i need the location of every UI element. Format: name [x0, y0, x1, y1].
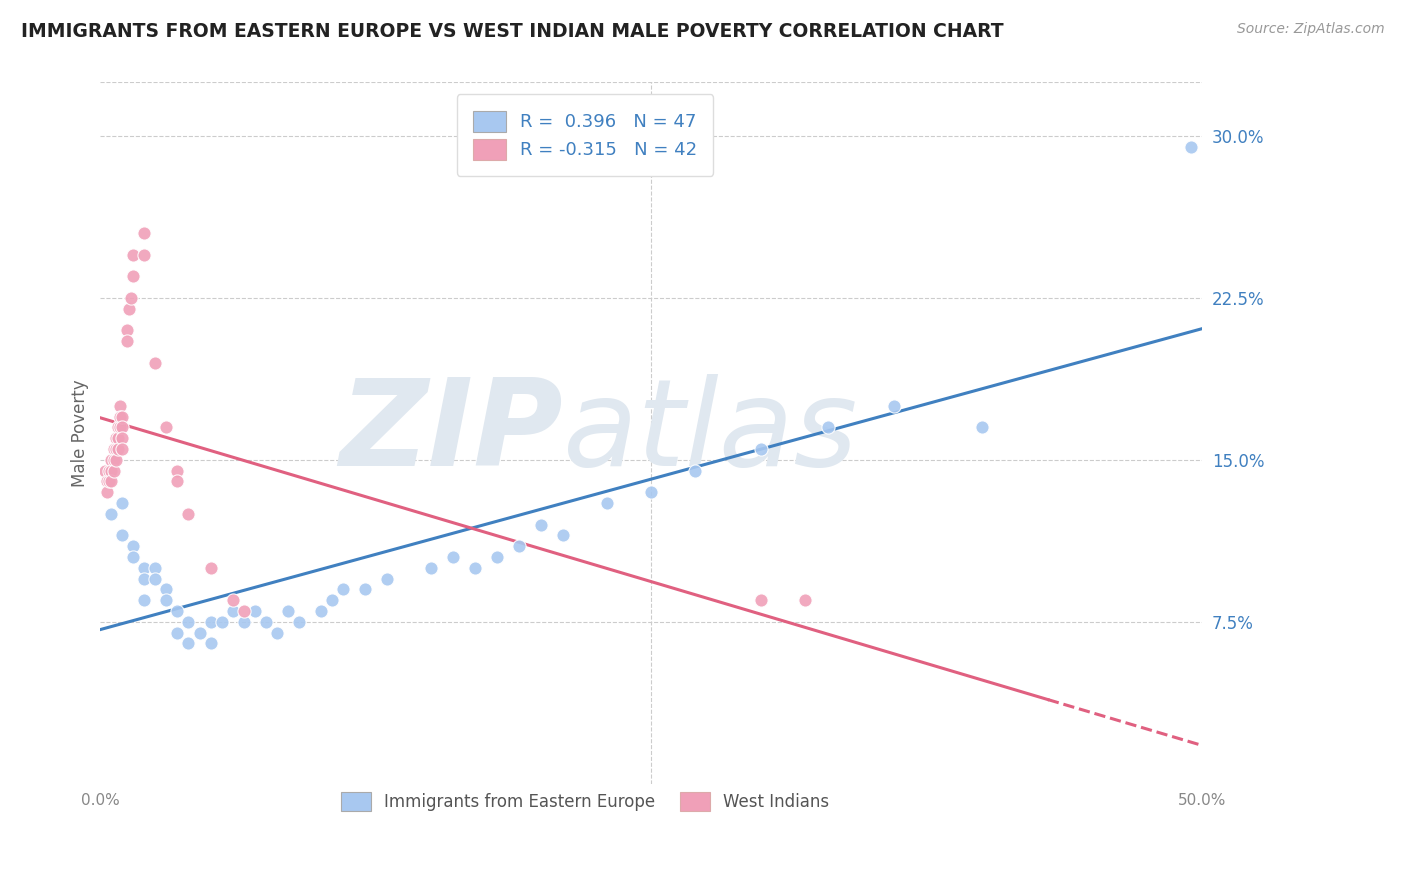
Point [277, 604, 299, 618]
Point [98, 475, 121, 489]
Point [103, 442, 125, 456]
Point [177, 507, 200, 521]
Point [508, 539, 530, 553]
Point [200, 561, 222, 575]
Point [254, 615, 277, 629]
Point [232, 615, 254, 629]
Point [177, 636, 200, 650]
Point [751, 442, 773, 456]
Point [794, 593, 817, 607]
Point [375, 572, 398, 586]
Point [134, 247, 156, 261]
Point [100, 475, 122, 489]
Point [145, 356, 167, 370]
Point [111, 496, 134, 510]
Point [751, 593, 773, 607]
Point [485, 549, 508, 564]
Point [200, 636, 222, 650]
Point [104, 431, 127, 445]
Point [817, 420, 839, 434]
Point [134, 593, 156, 607]
Point [155, 593, 177, 607]
Point [98, 464, 121, 478]
Text: ZIP: ZIP [339, 375, 562, 491]
Point [103, 452, 125, 467]
Point [120, 291, 142, 305]
Point [96, 475, 118, 489]
Point [200, 615, 222, 629]
Point [166, 475, 188, 489]
Point [115, 334, 138, 348]
Point [107, 431, 129, 445]
Point [353, 582, 375, 597]
Legend: Immigrants from Eastern Europe, West Indians: Immigrants from Eastern Europe, West Ind… [328, 779, 844, 824]
Point [107, 442, 129, 456]
Point [155, 420, 177, 434]
Point [104, 452, 127, 467]
Point [111, 431, 134, 445]
Y-axis label: Male Poverty: Male Poverty [72, 379, 89, 487]
Text: Source: ZipAtlas.com: Source: ZipAtlas.com [1237, 22, 1385, 37]
Point [530, 517, 553, 532]
Point [122, 539, 145, 553]
Point [118, 301, 141, 316]
Point [145, 561, 167, 575]
Point [332, 582, 354, 597]
Point [883, 399, 905, 413]
Text: IMMIGRANTS FROM EASTERN EUROPE VS WEST INDIAN MALE POVERTY CORRELATION CHART: IMMIGRANTS FROM EASTERN EUROPE VS WEST I… [21, 22, 1004, 41]
Point [166, 604, 188, 618]
Point [211, 615, 233, 629]
Point [464, 561, 486, 575]
Point [100, 464, 122, 478]
Point [243, 604, 266, 618]
Point [122, 549, 145, 564]
Point [287, 615, 309, 629]
Point [134, 561, 156, 575]
Point [104, 442, 127, 456]
Point [96, 485, 118, 500]
Point [134, 226, 156, 240]
Point [115, 323, 138, 337]
Point [155, 582, 177, 597]
Point [134, 572, 156, 586]
Point [221, 604, 243, 618]
Text: atlas: atlas [562, 375, 859, 491]
Point [309, 604, 332, 618]
Point [100, 507, 122, 521]
Point [145, 572, 167, 586]
Point [177, 615, 200, 629]
Point [232, 604, 254, 618]
Point [266, 625, 288, 640]
Point [551, 528, 574, 542]
Point [94, 464, 117, 478]
Point [685, 464, 707, 478]
Point [111, 442, 134, 456]
Point [419, 561, 441, 575]
Point [970, 420, 993, 434]
Point [111, 528, 134, 542]
Point [321, 593, 343, 607]
Point [441, 549, 464, 564]
Point [108, 409, 131, 424]
Point [1180, 139, 1202, 153]
Point [166, 625, 188, 640]
Point [596, 496, 619, 510]
Point [111, 409, 134, 424]
Point [166, 464, 188, 478]
Point [188, 625, 211, 640]
Point [103, 464, 125, 478]
Point [122, 247, 145, 261]
Point [108, 399, 131, 413]
Point [221, 593, 243, 607]
Point [108, 420, 131, 434]
Point [640, 485, 662, 500]
Point [100, 452, 122, 467]
Point [107, 420, 129, 434]
Point [122, 269, 145, 284]
Point [111, 420, 134, 434]
